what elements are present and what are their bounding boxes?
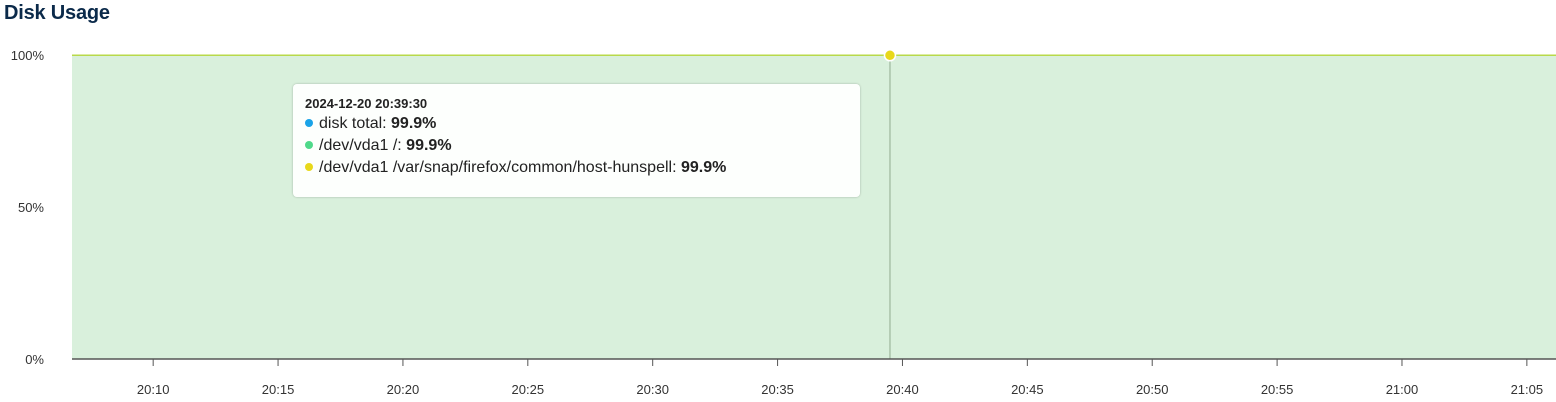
x-tick-label: 20:10 xyxy=(137,382,170,397)
tooltip-series-name: /dev/vda1 /var/snap/firefox/common/host-… xyxy=(319,159,673,176)
tooltip-series-name: disk total xyxy=(319,115,383,132)
tooltip-dot xyxy=(305,118,313,127)
y-tick-label: 100% xyxy=(11,48,45,63)
tooltip-value: 99.9% xyxy=(391,115,437,132)
tooltip-value: 99.9% xyxy=(406,137,452,154)
tooltip-dot xyxy=(305,162,313,171)
x-tick-label: 20:30 xyxy=(636,382,669,397)
tooltip-separator: : xyxy=(397,137,407,154)
y-axis-labels: 0% 50% 100% xyxy=(11,48,45,367)
x-tick-label: 21:00 xyxy=(1386,382,1419,397)
x-tick-label: 20:40 xyxy=(886,382,919,397)
tooltip-separator: : xyxy=(382,115,392,132)
tooltip-value: 99.9% xyxy=(680,159,727,176)
x-tick-label: 20:15 xyxy=(262,382,295,397)
x-tick-label: 20:25 xyxy=(512,382,545,397)
tooltip-row-vda1-root: /dev/vda1 /: 99.9% xyxy=(305,135,850,157)
y-tick-label: 50% xyxy=(18,200,44,215)
tooltip-dot xyxy=(305,140,313,149)
x-tick-label: 20:35 xyxy=(761,382,794,397)
y-tick-label: 0% xyxy=(25,352,44,367)
tooltip-separator: : xyxy=(672,159,681,176)
tooltip-series-name: /dev/vda1 / xyxy=(319,137,398,154)
x-axis-ticks: 20:10 20:15 20:20 20:25 20:30 20:35 20:40 20:45… xyxy=(137,359,1543,397)
x-tick-label: 20:45 xyxy=(1011,382,1044,397)
x-tick-label: 20:50 xyxy=(1136,382,1169,397)
hover-marker[interactable] xyxy=(883,49,897,62)
tooltip-row-vda1-hunspell: /dev/vda1 /var/snap/firefox/common/host-… xyxy=(305,157,850,179)
x-tick-label: 21:05 xyxy=(1511,382,1544,397)
chart-title: Disk Usage xyxy=(4,2,110,24)
x-tick-label: 20:20 xyxy=(387,382,420,397)
tooltip-row-disk-total: disk total: 99.9% xyxy=(305,113,850,135)
tooltip-time: 2024-12-20 20:39:30 xyxy=(305,96,428,111)
tooltip: 2024-12-20 20:39:30 disk total: 99.9% /d… xyxy=(293,84,860,197)
x-tick-label: 20:55 xyxy=(1261,382,1294,397)
